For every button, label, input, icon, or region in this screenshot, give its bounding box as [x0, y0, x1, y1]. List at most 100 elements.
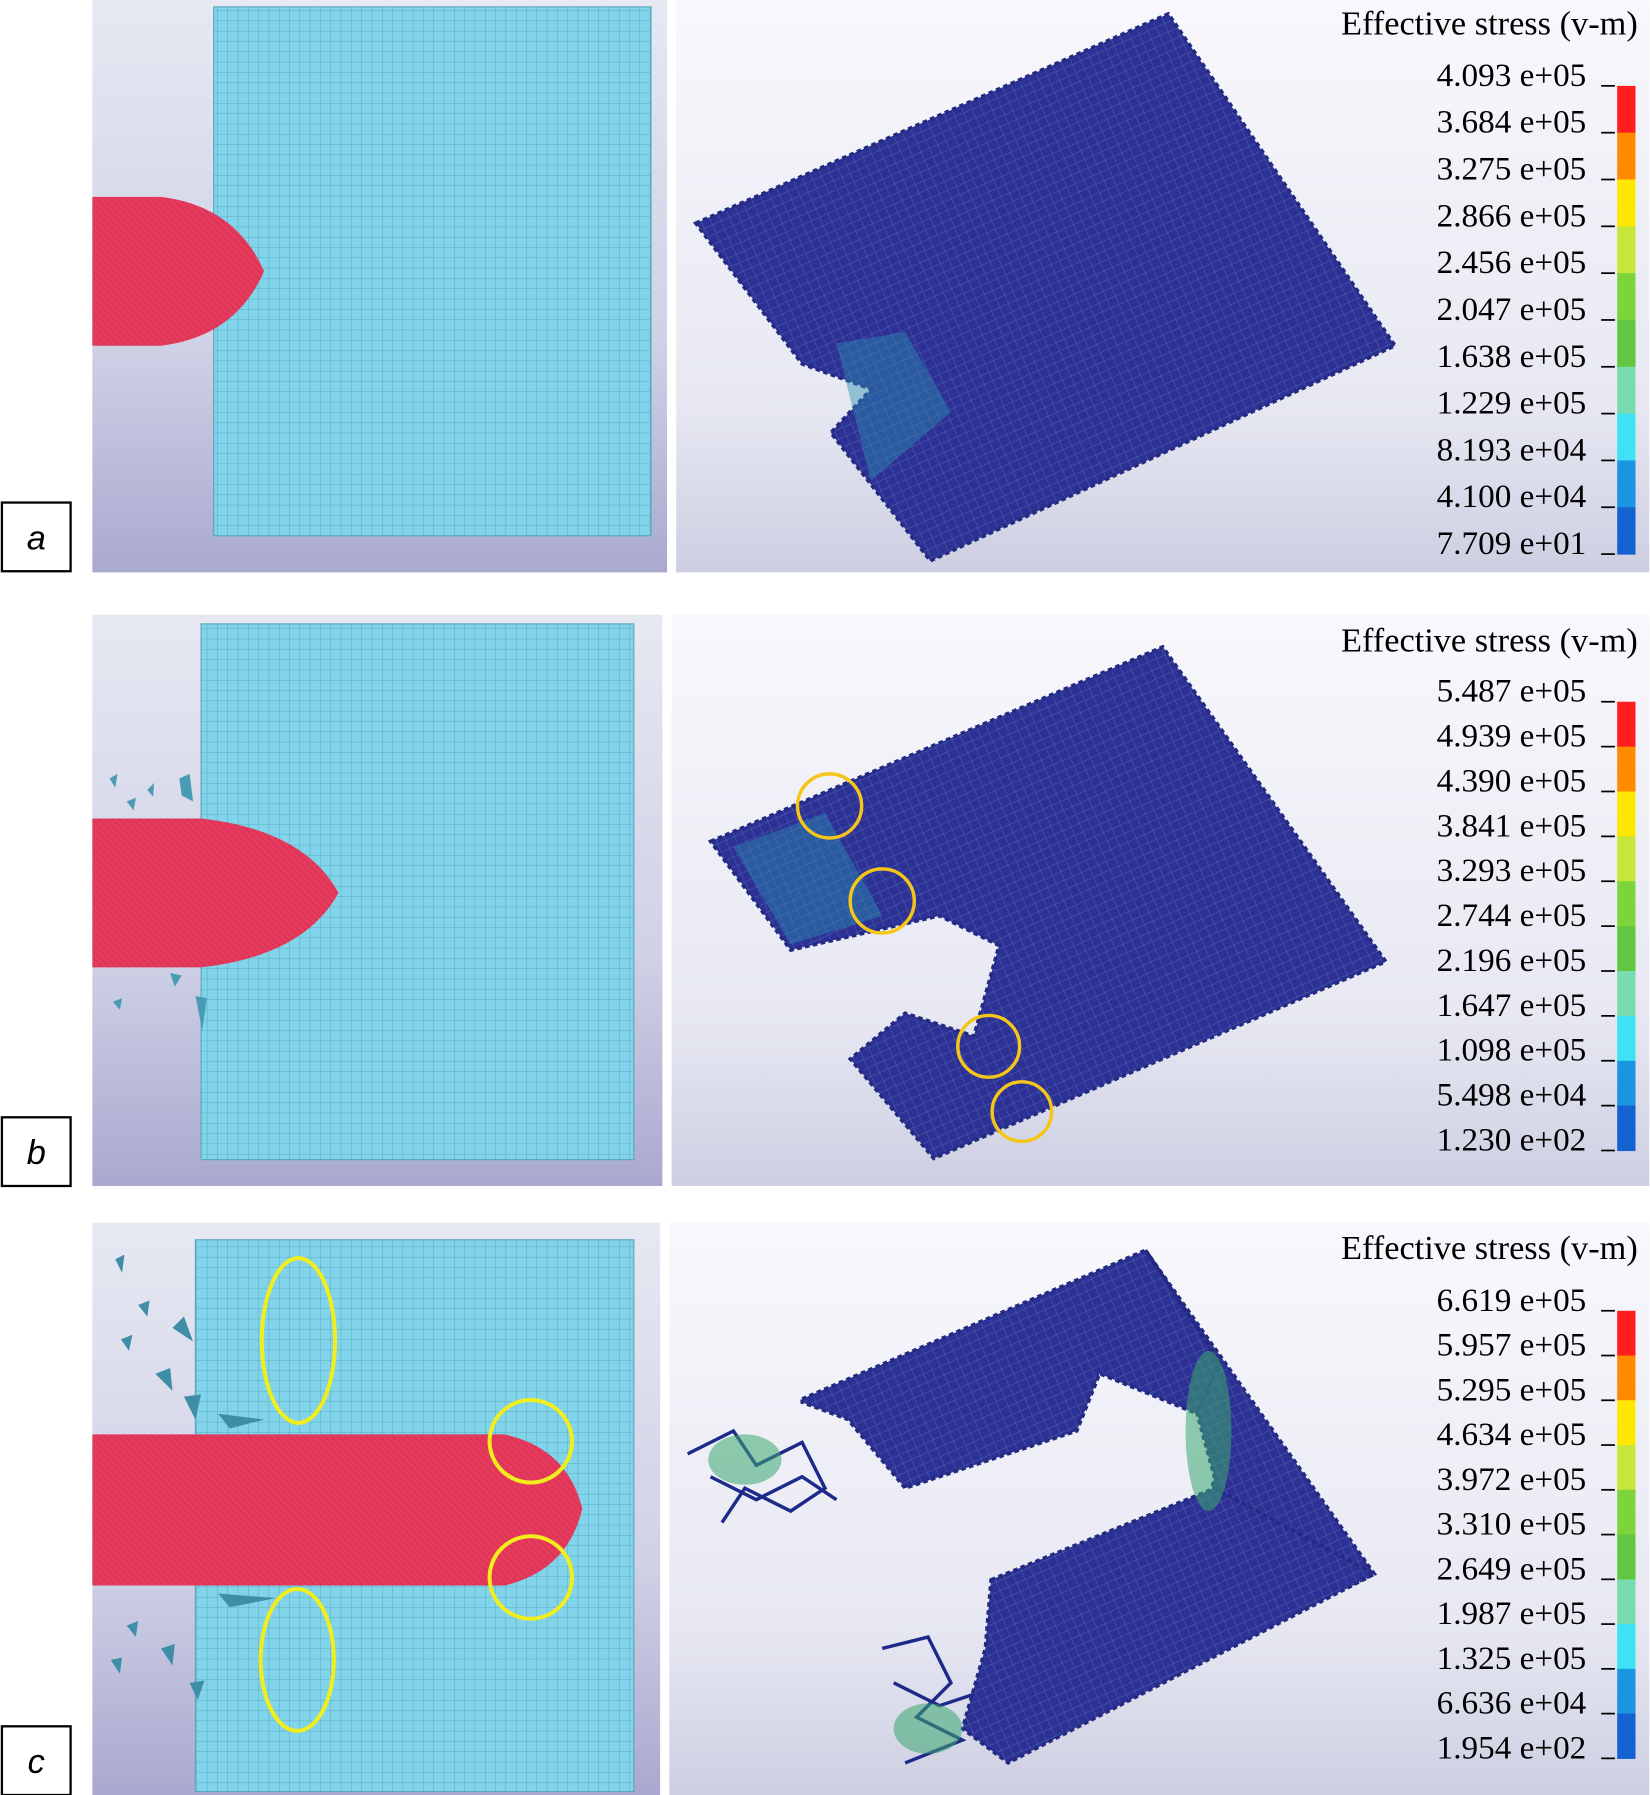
highlight-circle [990, 1080, 1054, 1144]
colorbar-segment [1617, 413, 1636, 461]
panel-b: Effective stress (v-m) 5.487 e+05 4.939 e+… [0, 614, 1650, 1188]
legend-value: 2.649 e+05 [1437, 1550, 1587, 1587]
panel-label: a [27, 519, 46, 557]
stress-concentration [733, 812, 883, 945]
colorbar-segment [1617, 1579, 1636, 1625]
legend-value: 5.487 e+05 [1437, 673, 1587, 710]
panel-label: c [28, 1743, 45, 1781]
legend-value: 6.636 e+04 [1437, 1685, 1587, 1722]
legend-value: 1.325 e+05 [1437, 1640, 1587, 1677]
legend-value: 2.456 e+05 [1437, 244, 1587, 281]
debris [110, 1254, 276, 1700]
highlight-circles [795, 772, 1054, 1144]
stress-legend: Effective stress (v-m) 4.093 e+05 3.684 e+… [1341, 4, 1638, 562]
legend-value: 3.275 e+05 [1437, 151, 1587, 188]
legend-title: Effective stress (v-m) [1341, 621, 1638, 659]
panel-label: b [27, 1134, 46, 1172]
colorbar-segment [1617, 1445, 1636, 1491]
colorbar-segment [1617, 366, 1636, 415]
legend-value: 5.498 e+04 [1437, 1077, 1587, 1114]
stress-legend: Effective stress (v-m) 6.619 e+05 5.957 e+… [1341, 1229, 1638, 1766]
colorbar-segment [1617, 226, 1636, 274]
legend-value: 3.310 e+05 [1437, 1506, 1587, 1543]
panel-c: Effective stress (v-m) 6.619 e+05 5.957 e+… [0, 1222, 1650, 1795]
colorbar-segment [1617, 1624, 1636, 1670]
legend-value: 1.638 e+05 [1437, 338, 1587, 375]
colorbar-segment [1617, 507, 1636, 555]
colorbar-segment [1617, 926, 1636, 972]
legend-value: 3.293 e+05 [1437, 852, 1587, 889]
legend-value: 2.744 e+05 [1437, 897, 1587, 934]
panel-a: Effective stress (v-m) 4.093 e+05 3.684 e+… [0, 0, 1650, 573]
colorbar-segment [1617, 85, 1636, 134]
legend-value: 2.047 e+05 [1437, 291, 1587, 328]
colorbar-segment [1617, 1015, 1636, 1062]
stressed-plate [692, 11, 1398, 564]
legend-value: 2.866 e+05 [1437, 197, 1587, 234]
legend-value: 4.100 e+04 [1437, 478, 1587, 515]
highlight-circle [848, 867, 917, 935]
highlight-circle [956, 1013, 1022, 1079]
legend-value: 5.295 e+05 [1437, 1371, 1587, 1408]
legend-value: 4.390 e+05 [1437, 762, 1587, 799]
legend-value: 1.230 e+02 [1437, 1121, 1587, 1158]
projectile [92, 818, 339, 968]
legend-value: 6.619 e+05 [1437, 1282, 1587, 1319]
panel-label-a-box: a [0, 501, 72, 573]
colorbar-segment [1617, 1060, 1636, 1107]
legend-value: 3.841 e+05 [1437, 807, 1587, 844]
legend-value: 4.634 e+05 [1437, 1416, 1587, 1453]
legend-value: 7.709 e+01 [1437, 525, 1587, 562]
colorbar-segment [1617, 836, 1636, 882]
colorbar-segment [1617, 1668, 1636, 1715]
colorbar-segment [1617, 1355, 1636, 1401]
colorbar-segment [1617, 791, 1636, 837]
legend-value: 4.093 e+05 [1437, 57, 1587, 94]
target-mesh [213, 6, 652, 537]
debris [109, 773, 207, 1031]
stress-concentration [836, 331, 951, 481]
colorbar-segment [1617, 1534, 1636, 1580]
colorbar-segment [1617, 1105, 1636, 1152]
projectile [92, 1434, 583, 1586]
legend-value: 3.684 e+05 [1437, 104, 1587, 141]
legend-value: 1.098 e+05 [1437, 1032, 1587, 1069]
legend-title: Effective stress (v-m) [1341, 4, 1638, 42]
colorbar-segment [1617, 319, 1636, 368]
legend-value: 1.987 e+05 [1437, 1595, 1587, 1632]
highlight-circle [795, 772, 864, 840]
legend-title: Effective stress (v-m) [1341, 1229, 1638, 1267]
colorbar-segment [1617, 970, 1636, 1017]
colorbar-segment [1617, 701, 1636, 748]
colorbar-segment [1617, 1713, 1636, 1759]
highlight-ellipse [258, 1586, 336, 1733]
colorbar-segment [1617, 460, 1636, 508]
legend-value: 3.972 e+05 [1437, 1461, 1587, 1498]
colorbar-segment [1617, 273, 1636, 321]
legend-value: 1.229 e+05 [1437, 385, 1587, 422]
legend-value: 1.647 e+05 [1437, 987, 1587, 1024]
highlight-circle [487, 1534, 575, 1621]
stress-legend: Effective stress (v-m) 5.487 e+05 4.939 e+… [1341, 621, 1638, 1158]
highlight-ellipse [259, 1256, 338, 1425]
damage-zones [708, 1350, 1232, 1754]
legend-value: 2.196 e+05 [1437, 942, 1587, 979]
legend-value: 5.957 e+05 [1437, 1327, 1587, 1364]
legend-value: 4.939 e+05 [1437, 718, 1587, 755]
legend-value: 8.193 e+04 [1437, 431, 1587, 468]
panel-label-c-box: c [0, 1725, 72, 1795]
colorbar-segment [1617, 132, 1636, 181]
legend-value: 1.954 e+02 [1437, 1729, 1587, 1766]
colorbar-segment [1617, 1400, 1636, 1446]
panel-label-b-box: b [0, 1116, 72, 1188]
projectile [92, 196, 265, 346]
colorbar-segment [1617, 1310, 1636, 1357]
highlight-ellipses [258, 1256, 575, 1733]
colorbar-segment [1617, 179, 1636, 227]
colorbar-segment [1617, 746, 1636, 793]
colorbar-segment [1617, 881, 1636, 927]
colorbar-segment [1617, 1489, 1636, 1536]
stressed-plate [707, 644, 1389, 1161]
highlight-circle [487, 1398, 575, 1485]
